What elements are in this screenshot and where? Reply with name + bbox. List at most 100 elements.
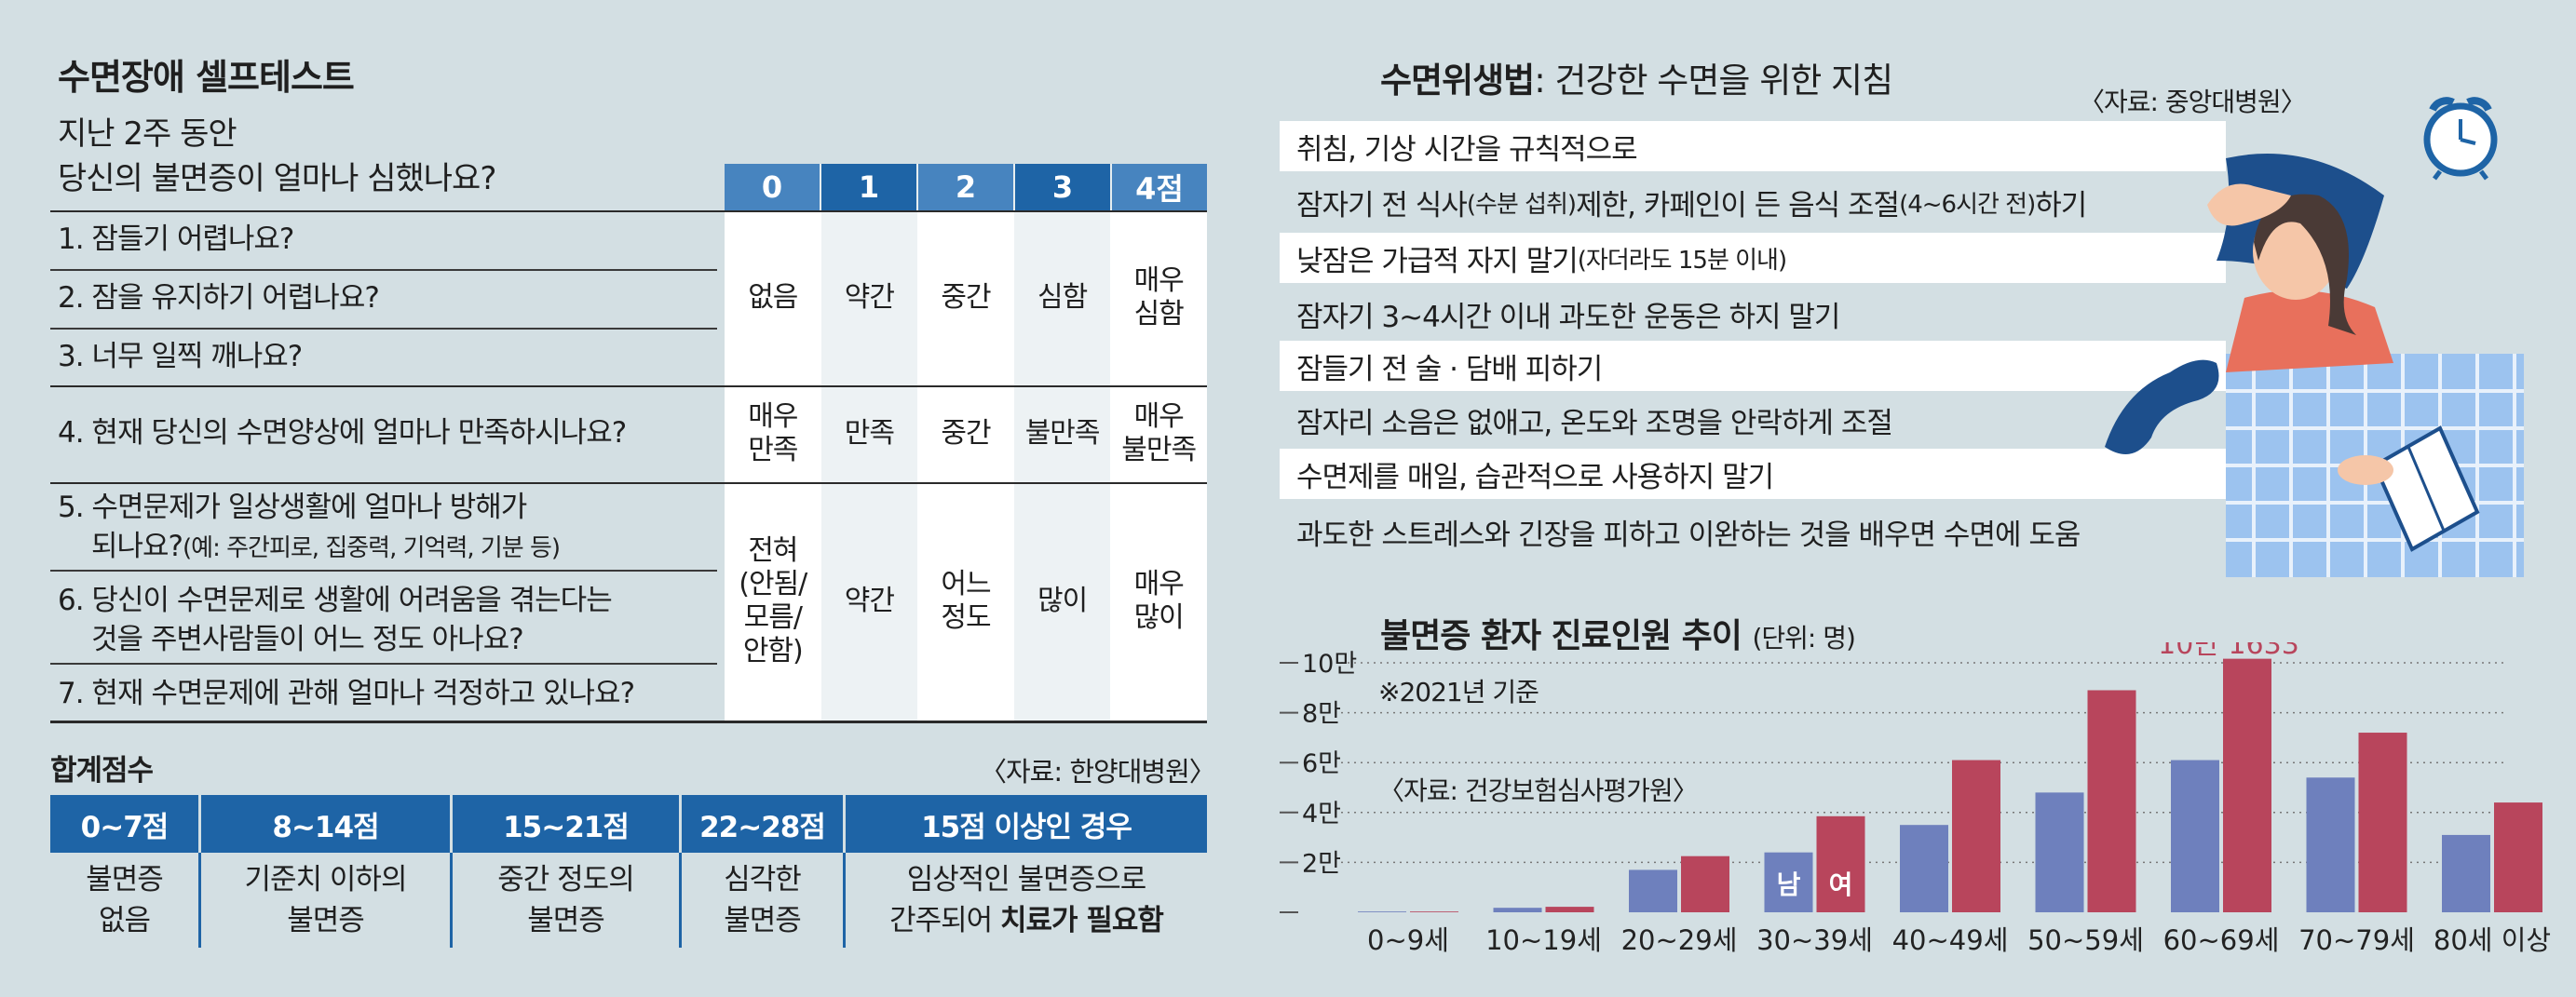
bar-male-7 — [2306, 777, 2355, 912]
answer-g3-0: 전혀 (안됨/ 모름/ 안함) — [739, 534, 807, 667]
q5-text: 되나요? — [91, 530, 183, 563]
selftest-title: 수면장애 셀프테스트 — [58, 57, 355, 98]
question-4: 4. 현재 당신의 수면양상에 얼마나 만족하시나요? — [58, 416, 627, 450]
rule-bottom — [50, 721, 1207, 723]
sum-desc-1: 기준치 이하의 불면증 — [201, 853, 453, 948]
sum-range-2: 15~21점 — [453, 795, 682, 853]
bar-male-4 — [1900, 825, 1948, 912]
rule-top — [50, 210, 1207, 212]
y-tick-label: 10만 — [1302, 650, 1357, 679]
chart-source: 〈자료: 건강보험심사평가원〉 — [1378, 775, 1699, 806]
score-2: 2 — [918, 164, 1015, 210]
tip-6: 잠자리 소음은 없애고, 온도와 조명을 안락하게 조절 — [1296, 406, 1893, 440]
legend-female: 여 — [1829, 869, 1853, 900]
bar-female-0 — [1410, 911, 1458, 912]
sum-title: 합계점수 — [50, 754, 154, 788]
x-tick-label: 20~29세 — [1621, 924, 1738, 956]
x-tick-label: 60~69세 — [2163, 924, 2280, 956]
bar-male-5 — [2035, 792, 2084, 912]
tip-5: 잠들기 전 술 · 담배 피하기 — [1280, 341, 2226, 391]
y-tick-label: 4만 — [1302, 800, 1341, 829]
book-icon — [2372, 425, 2480, 552]
rule — [50, 570, 717, 572]
question-5-line2: 되나요?(예: 주간피로, 집중력, 기억력, 기분 등) — [91, 527, 561, 568]
selftest-source: 〈자료: 한양대병원〉 — [980, 756, 1216, 788]
rule — [50, 482, 1207, 484]
answer-g1-4: 매우 심함 — [1133, 264, 1185, 330]
bar-female-4 — [1952, 760, 2000, 912]
bar-female-5 — [2087, 690, 2136, 912]
sum-desc-3: 심각한 불면증 — [682, 853, 846, 948]
sleeping-person-illustration — [2105, 97, 2524, 577]
score-0: 0 — [725, 164, 821, 210]
rule — [50, 663, 717, 665]
alarm-clock-icon — [2423, 97, 2498, 181]
x-tick-label: 50~59세 — [2027, 924, 2144, 956]
x-tick-label: 80세 이상 — [2434, 924, 2551, 956]
y-tick-label: 2만 — [1302, 849, 1341, 878]
cat-icon — [2105, 359, 2219, 454]
answer-g3-3: 많이 — [1037, 585, 1088, 617]
bar-male-6 — [2171, 760, 2219, 912]
score-4: 4점 — [1112, 164, 1207, 210]
bar-male-0 — [1358, 911, 1406, 912]
insomnia-bar-chart: 2만 4만 6만 8만 10만 0~9세 10~19세 20~29세 30~39세 40~49세… — [1280, 642, 2551, 956]
shirt-icon — [2226, 290, 2393, 372]
chart-note: ※2021년 기준 — [1378, 677, 1539, 707]
intro-line-1: 지난 2주 동안 — [58, 115, 237, 153]
sum-range-0: 0~7점 — [50, 795, 201, 853]
hair-icon — [2254, 194, 2356, 335]
y-tick-label: 6만 — [1302, 749, 1341, 778]
answer-g2-3: 불만족 — [1024, 417, 1101, 450]
q5-example: (예: 주간피로, 집중력, 기억력, 기분 등) — [183, 534, 561, 562]
rule — [50, 385, 1207, 387]
legend-male: 남 — [1777, 869, 1801, 900]
bar-female-6 — [2223, 658, 2271, 912]
tip-3: 낮잠은 가급적 자지 말기 (자더라도 15분 이내) — [1280, 233, 2226, 283]
answer-g3-4: 매우 많이 — [1133, 568, 1185, 634]
bar-female-8 — [2494, 802, 2542, 912]
sum-desc-4-line1: 임상적인 불면증으로 — [906, 863, 1147, 896]
sum-descriptions: 불면증 없음 기준치 이하의 불면증 중간 정도의 불면증 심각한 불면증 임상… — [50, 853, 1207, 948]
answer-g1-0: 없음 — [748, 281, 798, 314]
x-tick-label: 40~49세 — [1892, 924, 2009, 956]
rule — [50, 269, 717, 271]
answer-g1-1: 약간 — [844, 281, 895, 314]
sum-desc-2: 중간 정도의 불면증 — [453, 853, 682, 948]
tip-8: 과도한 스트레스와 긴장을 피하고 이완하는 것을 배우면 수면에 도움 — [1296, 518, 2081, 552]
score-header: 0 1 2 3 4점 — [725, 164, 1207, 210]
answer-g2-0: 매우 만족 — [748, 400, 798, 466]
score-1: 1 — [821, 164, 918, 210]
chart-title: 불면증 환자 진료인원 추이 (단위: 명) — [1380, 617, 1856, 655]
bar-male-3 — [1764, 852, 1813, 912]
score-3: 3 — [1015, 164, 1112, 210]
hand-icon — [2338, 455, 2393, 485]
sum-desc-4: 임상적인 불면증으로 간주되어 치료가 필요함 — [846, 853, 1207, 948]
answer-g3-2: 어느 정도 — [941, 568, 991, 634]
answer-g1-2: 중간 — [941, 281, 991, 314]
hygiene-title: 수면위생법: 건강한 수면을 위한 지침 — [1380, 61, 1893, 101]
arm-icon — [2207, 183, 2291, 226]
question-6-line2: 것을 주변사람들이 어느 정도 아나요? — [91, 623, 524, 656]
hygiene-source: 〈자료: 중앙대병원〉 — [2079, 87, 2307, 117]
x-tick-label: 0~9세 — [1367, 924, 1449, 956]
sum-desc-0: 불면증 없음 — [50, 853, 201, 948]
x-tick-label: 30~39세 — [1756, 924, 1873, 956]
question-3: 3. 너무 일찍 깨나요? — [58, 340, 303, 373]
selftest-intro: 지난 2주 동안 당신의 불면증이 얼마나 심했나요? — [58, 112, 496, 201]
bar-male-8 — [2442, 834, 2490, 912]
bar-female-2 — [1681, 856, 1729, 912]
sum-ranges: 0~7점 8~14점 15~21점 22~28점 15점 이상인 경우 — [50, 795, 1207, 853]
question-2: 2. 잠을 유지하기 어렵나요? — [58, 281, 380, 315]
question-5-line1: 5. 수면문제가 일상생활에 얼마나 방해가 — [58, 491, 527, 524]
question-1: 1. 잠들기 어렵나요? — [58, 222, 294, 256]
answer-g2-2: 중간 — [941, 417, 991, 450]
x-tick-label: 70~79세 — [2298, 924, 2415, 956]
answer-g2-4: 매우 불만족 — [1121, 400, 1197, 466]
bar-female-3 — [1816, 815, 1865, 912]
peak-label: 10만 1633 — [2158, 642, 2299, 661]
bar-male-2 — [1629, 869, 1677, 912]
tip-1: 취침, 기상 시간을 규칙적으로 — [1280, 121, 2226, 171]
x-tick-label: 10~19세 — [1485, 924, 1602, 956]
bar-female-7 — [2358, 733, 2407, 912]
